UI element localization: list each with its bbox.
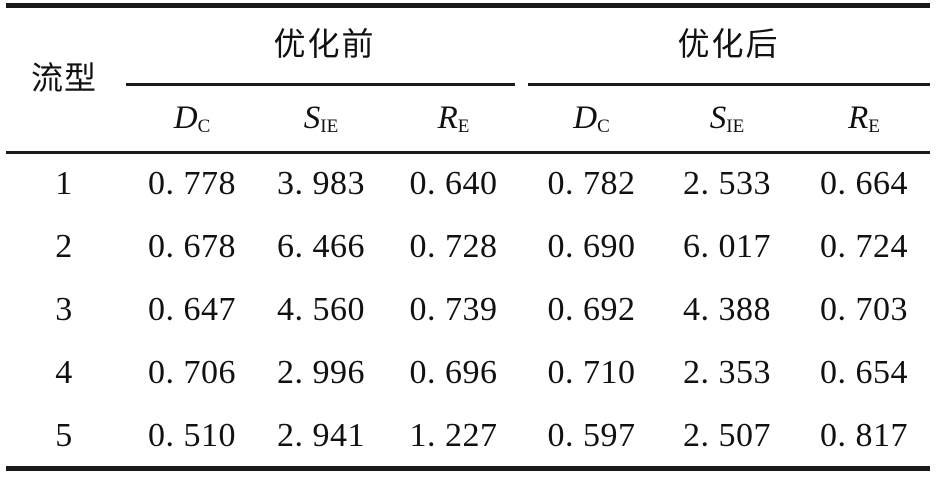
value-cell: 2. 507 <box>683 416 772 454</box>
flow-pattern-cell: 4 <box>55 353 73 391</box>
results-table: 流型 优化前 优化后 DC SIE RE DC SIE RE 1 0. 778 … <box>0 0 936 467</box>
flow-pattern-cell: 1 <box>55 164 73 202</box>
header-row-variables: DC SIE RE DC SIE RE <box>0 84 936 152</box>
value-cell: 0. 782 <box>547 164 636 202</box>
value-cell: 0. 724 <box>820 227 909 265</box>
col-header-sie-before: SIE <box>256 84 386 152</box>
group-header-after: 优化后 <box>677 26 780 62</box>
variable-symbol: S <box>709 99 727 136</box>
table-row: 4 0. 706 2. 996 0. 696 0. 710 2. 353 0. … <box>0 341 936 404</box>
table-row: 3 0. 647 4. 560 0. 739 0. 692 4. 388 0. … <box>0 278 936 341</box>
value-cell: 0. 739 <box>409 290 498 328</box>
value-cell: 0. 690 <box>547 227 636 265</box>
variable-subscript: C <box>597 115 610 137</box>
value-cell: 0. 647 <box>148 290 236 328</box>
value-cell: 0. 710 <box>547 353 636 391</box>
value-cell: 4. 560 <box>277 290 365 328</box>
value-cell: 2. 353 <box>683 353 772 391</box>
value-cell: 2. 941 <box>277 416 365 454</box>
value-cell: 0. 678 <box>148 227 236 265</box>
col-header-dc-after: DC <box>521 84 662 152</box>
variable-symbol: R <box>437 99 458 136</box>
table-row: 5 0. 510 2. 941 1. 227 0. 597 2. 507 0. … <box>0 404 936 467</box>
flow-pattern-cell: 3 <box>55 290 73 328</box>
flow-pattern-cell: 5 <box>55 416 73 454</box>
value-cell: 0. 706 <box>148 353 236 391</box>
flow-pattern-cell: 2 <box>55 227 73 265</box>
group-header-before: 优化前 <box>273 26 376 62</box>
value-cell: 0. 510 <box>148 416 236 454</box>
col-header-re-before: RE <box>386 84 521 152</box>
table-header-rule <box>6 151 930 154</box>
col-header-dc-before: DC <box>128 84 256 152</box>
col-header-sie-after: SIE <box>662 84 792 152</box>
variable-symbol: S <box>303 99 321 136</box>
value-cell: 0. 664 <box>820 164 909 202</box>
variable-symbol: D <box>173 99 198 136</box>
value-cell: 0. 597 <box>547 416 636 454</box>
value-cell: 2. 533 <box>683 164 772 202</box>
value-cell: 6. 017 <box>683 227 772 265</box>
value-cell: 3. 983 <box>277 164 365 202</box>
variable-subscript: C <box>197 115 211 137</box>
variable-subscript: IE <box>726 115 745 137</box>
value-cell: 0. 696 <box>409 353 498 391</box>
variable-subscript: IE <box>320 115 339 137</box>
table-row: 2 0. 678 6. 466 0. 728 0. 690 6. 017 0. … <box>0 215 936 278</box>
variable-subscript: E <box>868 115 880 137</box>
value-cell: 0. 778 <box>148 164 236 202</box>
value-cell: 6. 466 <box>277 227 365 265</box>
value-cell: 0. 728 <box>409 227 498 265</box>
cmidrule-after-group <box>528 83 930 86</box>
table-bottom-rule <box>6 466 930 471</box>
variable-symbol: D <box>573 99 598 136</box>
value-cell: 2. 996 <box>277 353 365 391</box>
table-top-rule <box>6 3 930 8</box>
header-row-groups: 流型 优化前 优化后 <box>0 0 936 96</box>
cmidrule-before-group <box>126 83 515 86</box>
variable-subscript: E <box>457 115 470 137</box>
value-cell: 0. 654 <box>820 353 909 391</box>
col-header-re-after: RE <box>792 84 936 152</box>
header-flow-pattern: 流型 <box>30 60 97 96</box>
value-cell: 1. 227 <box>409 416 498 454</box>
table-row: 1 0. 778 3. 983 0. 640 0. 782 2. 533 0. … <box>0 152 936 215</box>
value-cell: 4. 388 <box>683 290 772 328</box>
variable-symbol: R <box>848 99 869 136</box>
value-cell: 0. 703 <box>820 290 909 328</box>
value-cell: 0. 692 <box>547 290 636 328</box>
value-cell: 0. 640 <box>409 164 498 202</box>
value-cell: 0. 817 <box>820 416 909 454</box>
